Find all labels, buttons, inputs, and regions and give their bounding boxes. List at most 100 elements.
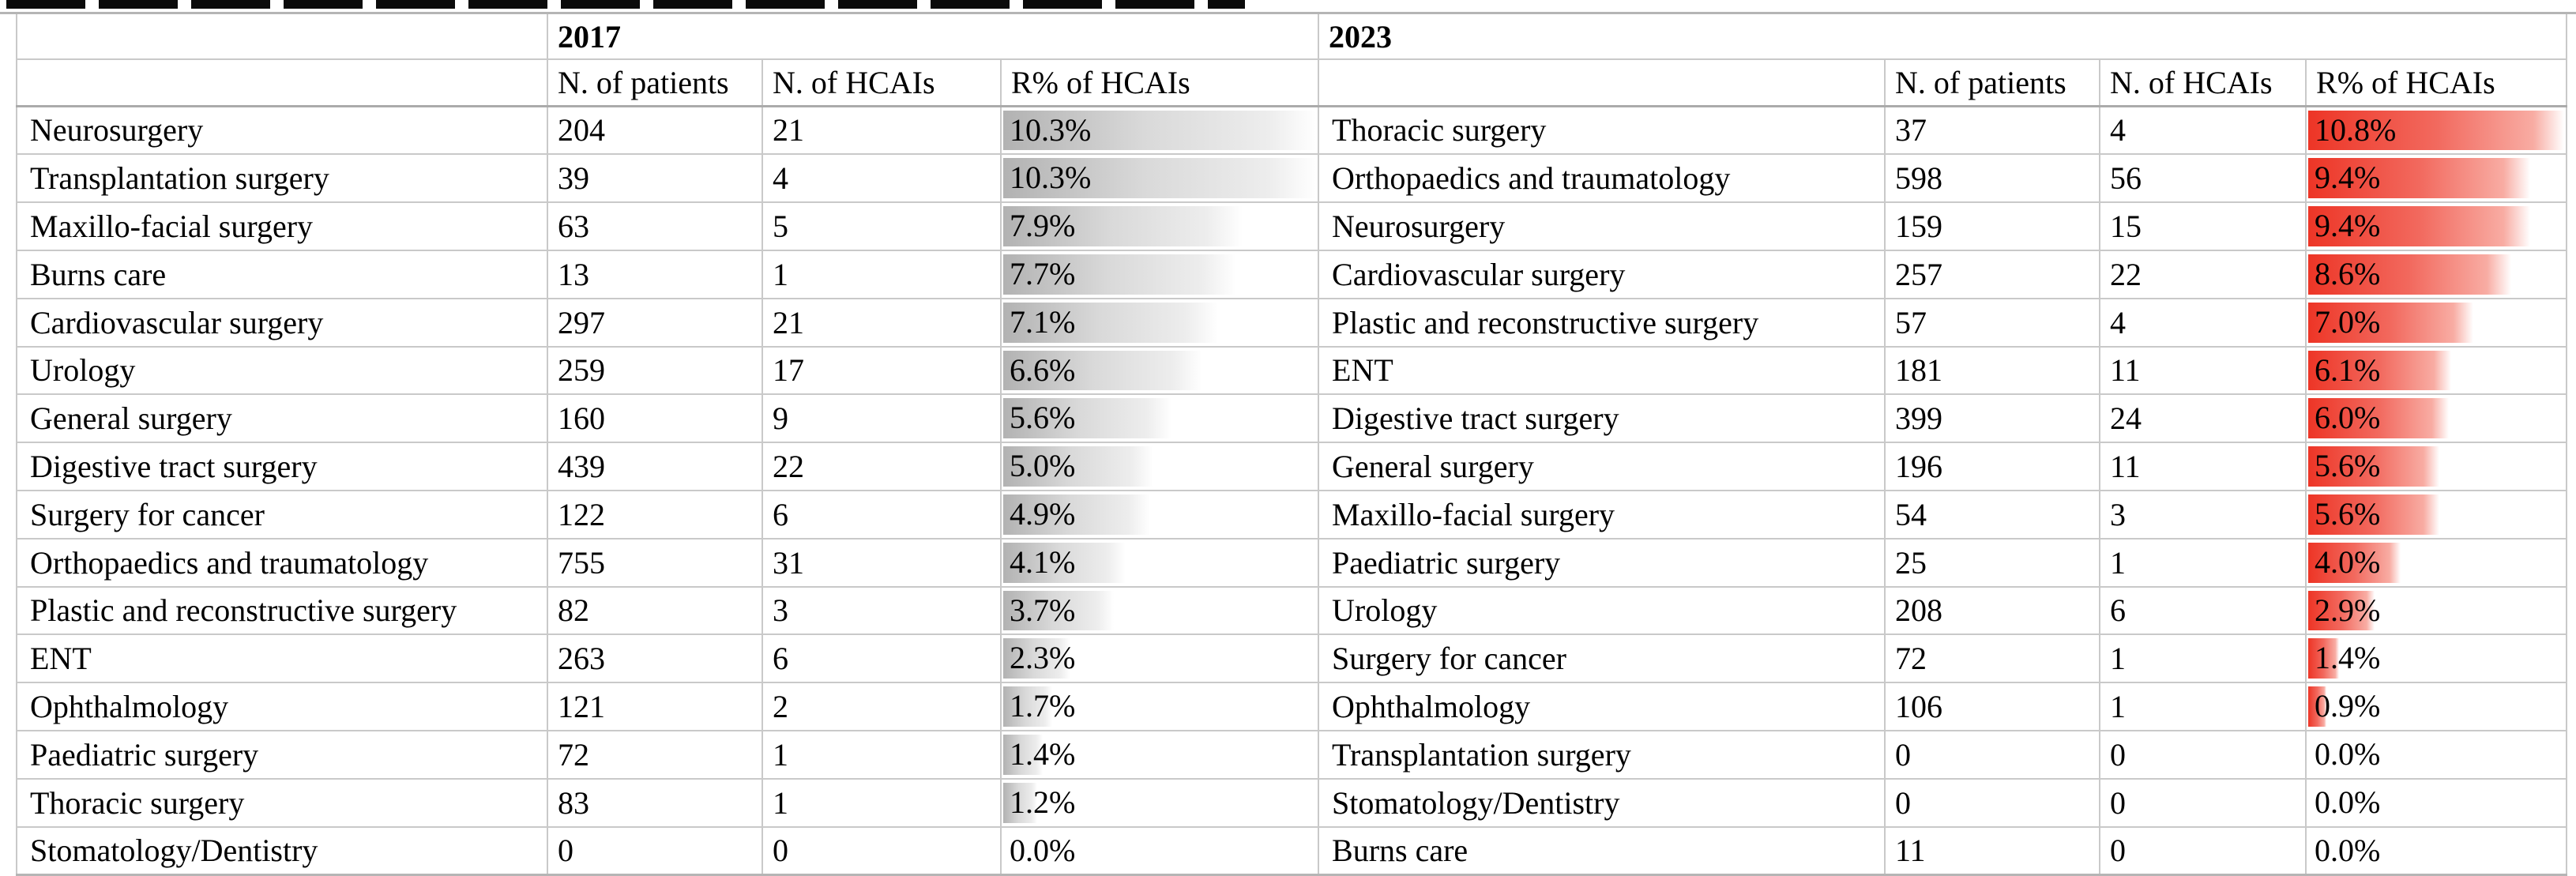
gray-data-bar [1003, 350, 1203, 391]
patients-2017-cell: 72 [547, 729, 763, 780]
gray-data-bar [1003, 782, 1037, 823]
specialty-2023-cell: Thoracic surgery [1318, 105, 1886, 156]
gray-data-bar [1003, 638, 1071, 679]
patients-2017-cell: 83 [547, 777, 763, 828]
patients-2017-cell: 63 [547, 201, 763, 251]
specialty-2023-cell: ENT [1318, 345, 1886, 396]
gray-data-bar [1003, 158, 1317, 199]
patients-2023-cell: 57 [1884, 297, 2101, 348]
rate-2023-label: 8.6% [2315, 255, 2381, 291]
specialty-2017-cell: Stomatology/Dentistry [16, 825, 548, 876]
patients-2017-cell: 121 [547, 682, 763, 731]
rate-2017-label: 5.6% [1010, 400, 1076, 436]
rate-2017-label: 1.2% [1010, 784, 1076, 820]
gray-data-bar [1003, 110, 1317, 151]
specialty-2023-cell: Neurosurgery [1318, 201, 1886, 251]
patients-2017-cell: 755 [547, 537, 763, 588]
rate-2017-cell: 2.3% [999, 634, 1320, 684]
gray-data-bar [1003, 686, 1053, 727]
specialty-2023-cell: Cardiovascular surgery [1318, 249, 1886, 299]
rate-2023-label: 0.9% [2315, 688, 2381, 724]
red-data-bar [2308, 110, 2565, 151]
red-data-bar [2308, 158, 2531, 199]
rate-2017-cell: 10.3% [999, 153, 1320, 204]
specialty-2023-cell: Plastic and reconstructive surgery [1318, 297, 1886, 348]
table-row: Paediatric surgery 72 1 1.4% Transplanta… [16, 729, 2568, 780]
gray-data-bar [1003, 206, 1243, 246]
red-data-bar [2308, 494, 2440, 535]
rate-2017-label: 0.0% [1010, 832, 1076, 868]
rate-2017-cell: 5.6% [999, 393, 1320, 444]
specialty-2023-cell: Stomatology/Dentistry [1318, 777, 1886, 828]
patients-2023-cell: 37 [1884, 105, 2101, 156]
table-row: Thoracic surgery 83 1 1.2% Stomatology/D… [16, 777, 2568, 828]
hcais-2023-cell: 11 [2099, 442, 2307, 491]
hcais-2023-cell: 4 [2099, 297, 2307, 348]
table-row: Transplantation surgery 39 4 10.3% Ortho… [16, 153, 2568, 204]
specialty-2023-cell: Orthopaedics and traumatology [1318, 153, 1886, 204]
table-row: Neurosurgery 204 21 10.3% Thoracic surge… [16, 105, 2568, 156]
hcais-2023-cell: 0 [2099, 825, 2307, 876]
table-row: Orthopaedics and traumatology 755 31 4.1… [16, 537, 2568, 588]
hcais-2023-cell: 4 [2099, 105, 2307, 156]
col-2023-rate: R% of HCAIs [2305, 58, 2568, 107]
hcais-2017-cell: 31 [762, 537, 1002, 588]
hcais-2023-cell: 24 [2099, 393, 2307, 444]
rate-2023-cell: 0.0% [2305, 825, 2568, 876]
gray-data-bar [1003, 398, 1172, 439]
rate-2017-cell: 0.0% [999, 825, 1320, 876]
specialty-2017-cell: General surgery [16, 393, 548, 444]
specialty-2017-cell: Plastic and reconstructive surgery [16, 585, 548, 636]
rate-2023-cell: 8.6% [2305, 249, 2568, 299]
red-data-bar [2308, 206, 2531, 246]
rate-2023-cell: 5.6% [2305, 442, 2568, 491]
specialty-2023-cell: Burns care [1318, 825, 1886, 876]
table-row: Burns care 13 1 7.7% Cardiovascular surg… [16, 249, 2568, 299]
year-2017-header: 2017 [546, 12, 1320, 61]
rate-2023-label: 10.8% [2315, 111, 2397, 148]
rate-2017-cell: 5.0% [999, 442, 1320, 491]
col-2023-patients: N. of patients [1884, 58, 2101, 107]
rate-2023-label: 7.0% [2315, 303, 2381, 340]
hcais-2017-cell: 6 [762, 489, 1002, 540]
rate-2023-label: 9.4% [2315, 208, 2381, 244]
rate-2023-cell: 6.1% [2305, 345, 2568, 396]
table-row: Cardiovascular surgery 297 21 7.1% Plast… [16, 297, 2568, 348]
hcais-2017-cell: 1 [762, 249, 1002, 299]
table-row: ENT 263 6 2.3% Surgery for cancer 72 1 1… [16, 634, 2568, 684]
rate-2023-cell: 9.4% [2305, 153, 2568, 204]
hcais-2023-cell: 1 [2099, 537, 2307, 588]
specialty-2017-cell: Cardiovascular surgery [16, 297, 548, 348]
specialty-2017-cell: ENT [16, 634, 548, 684]
specialty-2017-cell: Maxillo-facial surgery [16, 201, 548, 251]
empty-header-cell [16, 58, 548, 107]
patients-2017-cell: 0 [547, 825, 763, 876]
patients-2017-cell: 259 [547, 345, 763, 396]
red-data-bar [2308, 350, 2452, 391]
rate-2017-label: 3.7% [1010, 592, 1076, 628]
hcais-2023-cell: 0 [2099, 729, 2307, 780]
rate-2023-cell: 2.9% [2305, 585, 2568, 636]
specialty-2017-cell: Urology [16, 345, 548, 396]
patients-2023-cell: 196 [1884, 442, 2101, 491]
rate-2017-label: 6.6% [1010, 352, 1076, 388]
rate-2017-cell: 4.1% [999, 537, 1320, 588]
specialty-2023-cell: Paediatric surgery [1318, 537, 1886, 588]
red-data-bar [2308, 590, 2375, 631]
gray-data-bar [1003, 590, 1114, 631]
rate-2023-label: 2.9% [2315, 592, 2381, 628]
gray-data-bar [1003, 542, 1126, 583]
red-data-bar [2308, 302, 2473, 343]
rate-2017-label: 7.9% [1010, 208, 1076, 244]
patients-2023-cell: 159 [1884, 201, 2101, 251]
col-2017-rate: R% of HCAIs [999, 58, 1320, 107]
gray-data-bar [1003, 302, 1218, 343]
gray-data-bar [1003, 494, 1151, 535]
rate-2023-label: 6.0% [2315, 400, 2381, 436]
rate-2017-cell: 10.3% [999, 105, 1320, 156]
patients-2017-cell: 39 [547, 153, 763, 204]
specialty-2017-cell: Transplantation surgery [16, 153, 548, 204]
hcais-2023-cell: 11 [2099, 345, 2307, 396]
table-row: Surgery for cancer 122 6 4.9% Maxillo-fa… [16, 489, 2568, 540]
red-data-bar [2308, 542, 2401, 583]
